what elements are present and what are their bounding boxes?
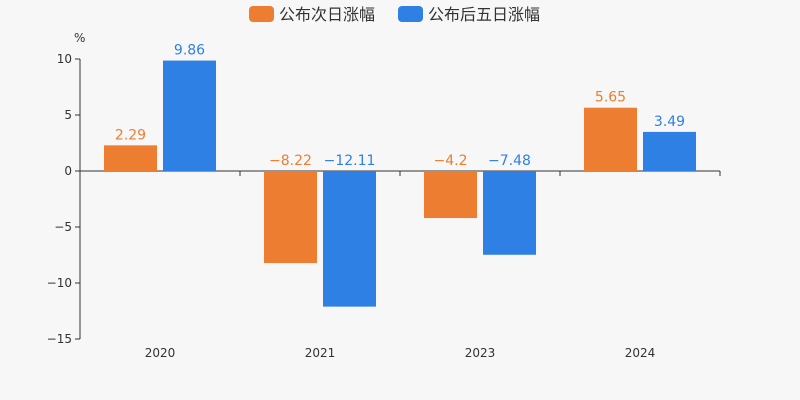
y-tick-label: −15 bbox=[47, 332, 72, 346]
legend-label-series-2: 公布后五日涨幅 bbox=[428, 5, 540, 24]
x-tick-label: 2021 bbox=[305, 346, 336, 360]
legend-swatch-series-1 bbox=[249, 6, 274, 22]
x-tick-label: 2024 bbox=[625, 346, 656, 360]
bar-series-1[interactable] bbox=[424, 171, 477, 219]
y-tick-label: 5 bbox=[64, 108, 72, 122]
legend-item-series-2[interactable]: 公布后五日涨幅 bbox=[398, 5, 540, 24]
axes: 10 5 0 −5 −10 −15 2020 2021 2023 2024 bbox=[47, 52, 721, 360]
x-tick-label: 2020 bbox=[145, 346, 176, 360]
bar-series-2[interactable] bbox=[643, 131, 696, 171]
data-label-series-1: 5.65 bbox=[595, 90, 626, 106]
bar-series-2[interactable] bbox=[163, 60, 216, 171]
legend-swatch-series-2 bbox=[398, 6, 423, 22]
legend[interactable]: 公布次日涨幅 公布后五日涨幅 bbox=[249, 5, 540, 24]
legend-item-series-1[interactable]: 公布次日涨幅 bbox=[249, 5, 375, 24]
data-labels: 2.29 −8.22 −4.2 5.65 9.86 −12.11 −7.48 3.49 bbox=[115, 43, 685, 169]
y-tick-label: −10 bbox=[47, 276, 72, 290]
y-axis-unit: % bbox=[74, 31, 85, 45]
data-label-series-1: −8.22 bbox=[269, 153, 312, 169]
y-tick-label: −5 bbox=[54, 220, 72, 234]
bar-series-1[interactable] bbox=[104, 145, 157, 171]
data-label-series-2: 9.86 bbox=[174, 43, 205, 59]
bar-series-1[interactable] bbox=[584, 107, 637, 171]
data-label-series-2: −7.48 bbox=[488, 153, 531, 169]
bar-series-2[interactable] bbox=[323, 171, 376, 307]
bars bbox=[104, 60, 696, 307]
data-label-series-2: 3.49 bbox=[654, 114, 685, 130]
data-label-series-1: 2.29 bbox=[115, 127, 146, 143]
y-tick-label: 10 bbox=[57, 52, 72, 66]
bar-series-1[interactable] bbox=[264, 171, 317, 264]
bar-series-2[interactable] bbox=[483, 171, 536, 255]
y-tick-label: 0 bbox=[64, 164, 72, 178]
data-label-series-2: −12.11 bbox=[324, 153, 376, 169]
legend-label-series-1: 公布次日涨幅 bbox=[279, 5, 375, 24]
data-label-series-1: −4.2 bbox=[434, 153, 468, 169]
x-tick-label: 2023 bbox=[465, 346, 496, 360]
